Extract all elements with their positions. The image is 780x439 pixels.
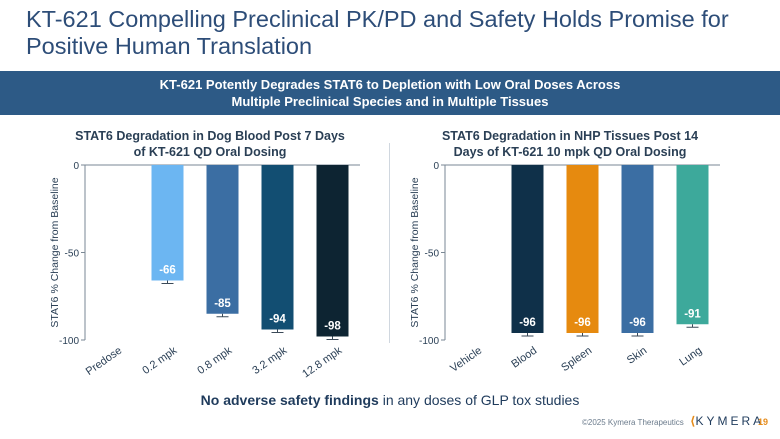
- chart-0-data-label: -94: [269, 314, 286, 326]
- chart-2-title: STAT6 Degradation in NHP Tissues Post 14…: [400, 128, 740, 160]
- chart-2-title-line-1: STAT6 Degradation in NHP Tissues Post 14: [441, 129, 699, 143]
- chart-1-title-line-1: STAT6 Degradation in Dog Blood Post 7 Da…: [75, 129, 345, 143]
- chart-divider: [389, 143, 390, 343]
- chart-1-y-tick-label: 0: [433, 161, 439, 172]
- slide-title: KT-621 Compelling Preclinical PK/PD and …: [26, 6, 729, 59]
- chart-0-data-label: -85: [214, 298, 231, 310]
- chart-1-data-label: -96: [519, 317, 536, 329]
- nhp-tissues-chart: STAT6 % Change from Baseline 0 -50 -100 Vehi…: [409, 161, 720, 375]
- chart-1-bar: [566, 165, 599, 333]
- chart-0-category-label: 12.8 mpk: [300, 344, 344, 380]
- chart-0-bar: [261, 165, 294, 330]
- chart-1-title: STAT6 Degradation in Dog Blood Post 7 Da…: [40, 128, 380, 160]
- chart-1-title-line-2: of KT-621 QD Oral Dosing: [133, 145, 287, 159]
- page-number: 19: [758, 417, 769, 427]
- copyright-text: ©2025 Kymera Therapeutics: [582, 418, 684, 427]
- chart-1-category-label: Blood: [509, 345, 539, 371]
- chart-0-y-tick-label: 0: [73, 161, 79, 172]
- chart-0-y-axis-label: STAT6 % Change from Baseline: [49, 177, 61, 327]
- kymera-logo-mark-icon: ⟨: [690, 414, 696, 428]
- chart-0-y-tick-label: -100: [59, 336, 79, 347]
- chart-0-bar: [316, 165, 349, 337]
- chart-1-y-tick-label: -50: [425, 249, 440, 260]
- chart-0-category-label: 0.8 mpk: [195, 344, 234, 377]
- safety-note-rest: in any doses of GLP tox studies: [378, 392, 580, 408]
- safety-note-bold: No adverse safety findings: [200, 392, 379, 408]
- chart-1-category-label: Skin: [625, 345, 649, 367]
- chart-1-bar: [676, 165, 709, 325]
- chart-0-data-label: -66: [159, 265, 176, 277]
- dog-blood-chart: STAT6 % Change from Baseline 0 -50 -100 Pred…: [49, 161, 360, 380]
- banner-line-2: Multiple Preclinical Species and in Mult…: [231, 94, 549, 109]
- kymera-logo: ⟨KYMERA: [690, 414, 764, 428]
- chart-1-y-axis-label: STAT6 % Change from Baseline: [409, 177, 421, 327]
- chart-1-category-label: Spleen: [559, 345, 594, 374]
- chart-1-y-tick-label: -100: [419, 336, 439, 347]
- chart-0-bar: [151, 165, 184, 281]
- safety-note: No adverse safety findings in any doses …: [0, 392, 780, 408]
- chart-1-category-label: Lung: [677, 345, 704, 369]
- chart-0-category-label: Predose: [84, 345, 124, 378]
- chart-1-bar: [621, 165, 654, 333]
- chart-1-bar: [511, 165, 544, 333]
- chart-0-y-tick-label: -50: [65, 249, 80, 260]
- chart-0-category-label: 0.2 mpk: [140, 344, 179, 377]
- chart-1-data-label: -96: [574, 317, 591, 329]
- subtitle-banner: KT-621 Potently Degrades STAT6 to Deplet…: [0, 71, 780, 115]
- kymera-logo-text: KYMERA: [695, 414, 765, 428]
- chart-2-title-line-2: Days of KT-621 10 mpk QD Oral Dosing: [453, 145, 687, 159]
- banner-line-1: KT-621 Potently Degrades STAT6 to Deplet…: [159, 77, 621, 92]
- chart-0-data-label: -98: [324, 321, 341, 333]
- chart-1-data-label: -91: [684, 308, 701, 320]
- chart-1-data-label: -96: [629, 317, 646, 329]
- chart-0-category-label: 3.2 mpk: [250, 344, 289, 377]
- chart-1-category-label: Vehicle: [448, 345, 484, 375]
- chart-0-bar: [206, 165, 239, 314]
